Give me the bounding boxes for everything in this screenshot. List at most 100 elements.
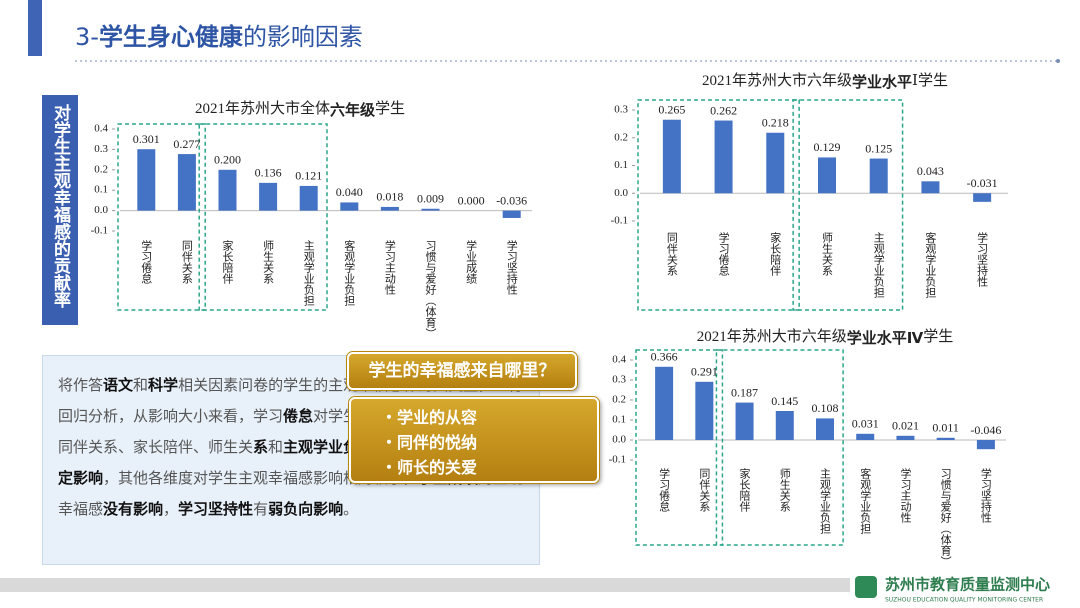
footer-name: 苏州市教育质量监测中心: [885, 576, 1050, 594]
value-label: 0.000: [458, 193, 485, 207]
bar: [137, 149, 156, 211]
bar: [177, 154, 196, 211]
summary-text: 科学: [148, 376, 179, 394]
value-label: 0.121: [295, 169, 322, 183]
value-label: 0.187: [731, 385, 758, 399]
title-part: Ⅳ: [907, 329, 924, 347]
value-label: 0.129: [814, 140, 841, 154]
bar: [869, 158, 888, 194]
y-tick-label: -0.1: [91, 225, 108, 237]
value-label: 0.200: [214, 153, 241, 167]
x-tick-label: 同伴关系: [180, 240, 193, 284]
bar: [380, 206, 399, 211]
divider-dot: [1056, 59, 1060, 63]
x-tick-label: 客观学业负担: [343, 239, 356, 306]
x-tick-label: 学习主动性: [383, 239, 396, 296]
value-label: 0.043: [917, 164, 944, 178]
value-label: 0.136: [255, 166, 282, 180]
value-label: 0.040: [336, 185, 363, 199]
value-label: 0.108: [812, 401, 839, 415]
x-tick-label: 学业成绩: [465, 239, 478, 285]
group-box: [715, 349, 844, 546]
value-label: 0.145: [771, 394, 798, 408]
y-tick-label: 0.3: [614, 104, 628, 116]
summary-text: 弱负向影响: [268, 500, 344, 518]
x-tick-label: 家长陪伴: [221, 239, 234, 285]
summary-text: 没有影响: [103, 500, 164, 518]
bar: [973, 193, 992, 202]
x-tick-label: 师生关系: [821, 232, 834, 276]
y-tick-label: 0.4: [94, 123, 108, 135]
value-label: 0.018: [376, 190, 403, 204]
chart-title: 2021年苏州大市全体六年级学生: [195, 99, 405, 118]
x-tick-label: 主观学业负担: [872, 232, 885, 298]
x-tick-label: 客观学业负担: [859, 467, 872, 534]
title-part: 学生: [923, 328, 953, 345]
chart-title: 2021年苏州大市六年级学业水平Ⅳ学生: [697, 328, 954, 346]
group-box: [198, 123, 328, 311]
bar: [655, 366, 674, 440]
value-label: -0.031: [967, 176, 998, 190]
group-box: [637, 99, 800, 311]
callout-item: 学业的从容: [351, 405, 597, 430]
side-label: 对学生主观幸福感的贡献率: [50, 103, 72, 309]
summary-text: 。: [343, 500, 359, 518]
x-tick-label: 学习坚持性: [976, 231, 989, 288]
bar: [921, 181, 940, 194]
bar: [502, 210, 521, 218]
y-tick-label: 0.4: [612, 354, 626, 366]
bar: [775, 411, 794, 440]
summary-text: 有: [253, 500, 269, 518]
bar: [735, 402, 754, 440]
value-label: 0.366: [651, 350, 678, 364]
title-part: 六年级: [330, 101, 376, 119]
title-part: 3-: [75, 23, 99, 51]
summary-text: 和: [133, 376, 149, 394]
bar: [218, 169, 237, 211]
x-tick-label: 客观学业负担: [924, 231, 937, 298]
callout-item: 同伴的悦纳: [351, 430, 597, 455]
group-box: [792, 99, 904, 311]
bar: [816, 418, 834, 440]
value-label: 0.277: [173, 137, 200, 151]
bar: [818, 157, 836, 194]
summary-text: 语文: [103, 376, 134, 394]
y-tick-label: 0.3: [94, 143, 108, 155]
y-tick-label: 0.0: [612, 434, 626, 446]
chart-title: 2021年苏州大市六年级学业水平Ⅰ学生: [702, 72, 948, 90]
bar: [259, 182, 278, 211]
summary-text: 和: [268, 438, 284, 456]
x-tick-label: 家长陪伴: [738, 467, 751, 513]
title-part: 学生身心健康: [99, 23, 244, 51]
bar: [299, 185, 318, 211]
x-tick-label: 学习倦怠: [717, 231, 730, 276]
value-label: 0.009: [417, 192, 444, 206]
bar: [695, 381, 714, 440]
x-tick-label: 学习倦怠: [140, 239, 153, 284]
y-tick-label: -0.1: [611, 215, 628, 227]
value-label: 0.218: [762, 116, 789, 130]
x-tick-label: 主观学业负担: [819, 468, 832, 534]
x-tick-label: 师生关系: [778, 468, 791, 512]
y-tick-label: 0.2: [612, 394, 626, 406]
group-box: [635, 349, 724, 546]
footer-band: [0, 578, 850, 592]
callout-item: 师长的关爱: [351, 455, 597, 480]
value-label: 0.262: [710, 103, 737, 117]
bar: [340, 202, 359, 211]
footer-name-en: SUZHOU EDUCATION QUALITY MONITORING CENT…: [885, 597, 1043, 604]
callout-items: 学业的从容同伴的悦纳师长的关爱: [349, 397, 599, 483]
y-tick-label: 0.2: [614, 131, 628, 143]
value-label: 0.011: [932, 421, 959, 435]
x-tick-label: 师生关系: [262, 240, 275, 284]
bar: [766, 132, 785, 194]
bar: [896, 435, 915, 440]
title-part: 的影响因素: [243, 23, 363, 51]
x-tick-label: 同伴关系: [698, 468, 711, 512]
y-tick-label: 0.1: [614, 159, 628, 171]
y-tick-label: 0.0: [94, 204, 108, 216]
value-label: 0.265: [658, 102, 685, 116]
y-tick-label: 0.2: [94, 163, 108, 175]
title-part: 学生: [918, 72, 948, 89]
